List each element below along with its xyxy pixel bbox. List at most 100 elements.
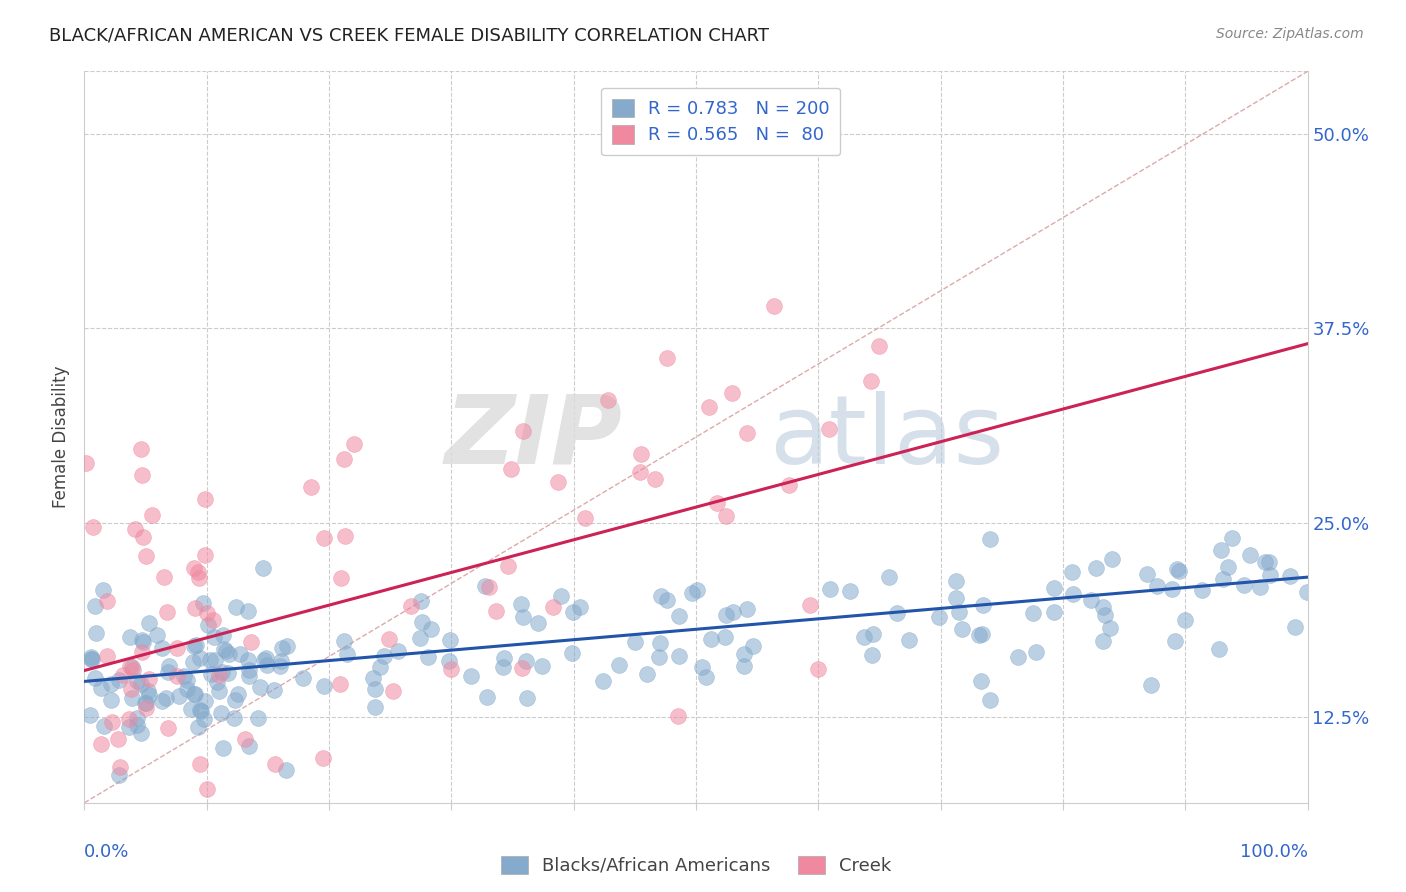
Point [211,665,233,679]
Point [167,689,190,703]
Point [1220,531,1243,545]
Point [118,712,141,726]
Point [714,508,737,523]
Point [108,673,131,688]
Point [224,692,246,706]
Point [682,586,704,600]
Point [238,669,260,683]
Point [818,422,841,436]
Point [173,669,195,683]
Point [131,632,153,647]
Y-axis label: Female Disability: Female Disability [52,366,70,508]
Point [527,615,550,630]
Point [972,626,994,640]
Point [188,571,211,585]
Point [135,696,157,710]
Point [807,662,830,676]
Point [208,668,231,682]
Point [655,351,678,365]
Point [188,756,211,771]
Point [474,579,496,593]
Point [1146,579,1168,593]
Point [131,645,153,659]
Point [176,682,198,697]
Point [1166,562,1188,576]
Point [183,688,205,702]
Point [101,715,124,730]
Point [1258,555,1281,569]
Point [202,613,225,627]
Point [1212,572,1234,586]
Point [509,597,531,611]
Point [378,632,401,647]
Point [236,604,259,618]
Point [1022,607,1045,621]
Point [714,607,737,622]
Point [224,711,246,725]
Point [741,640,763,654]
Point [181,655,204,669]
Point [129,726,152,740]
Point [1164,633,1187,648]
Point [607,658,630,673]
Point [131,676,153,690]
Point [967,628,990,642]
Point [238,739,260,753]
Point [399,599,422,613]
Point [263,683,285,698]
Point [948,606,970,620]
Point [1080,593,1102,607]
Point [839,584,862,599]
Point [420,622,443,636]
Point [531,658,554,673]
Point [387,643,409,657]
Point [1140,678,1163,692]
Point [155,605,177,619]
Point [153,570,176,584]
Point [460,669,482,683]
Point [778,477,800,491]
Point [195,782,218,797]
Point [135,549,157,564]
Point [720,386,742,401]
Point [131,468,153,483]
Point [191,597,214,611]
Point [733,658,755,673]
Point [411,615,433,629]
Point [1233,577,1256,591]
Point [118,720,141,734]
Point [226,687,249,701]
Point [1043,606,1066,620]
Point [264,756,287,771]
Point [569,600,592,615]
Point [100,693,122,707]
Point [127,718,149,732]
Text: BLACK/AFRICAN AMERICAN VS CREEK FEMALE DISABILITY CORRELATION CHART: BLACK/AFRICAN AMERICAN VS CREEK FEMALE D… [49,27,769,45]
Point [860,374,883,388]
Point [1253,555,1275,569]
Point [91,582,114,597]
Point [127,711,149,725]
Point [96,648,118,663]
Point [312,750,335,764]
Point [492,651,515,665]
Point [96,594,118,608]
Text: 100.0%: 100.0% [1240,843,1308,861]
Point [668,648,690,663]
Point [1092,599,1115,614]
Point [80,652,103,666]
Point [1092,633,1115,648]
Point [194,491,217,506]
Point [1174,613,1197,627]
Point [108,760,131,774]
Point [129,442,152,456]
Point [969,673,991,688]
Point [124,522,146,536]
Point [217,665,239,680]
Point [229,647,252,661]
Point [121,690,143,705]
Point [198,653,221,667]
Point [211,741,233,756]
Point [478,580,501,594]
Point [141,508,163,522]
